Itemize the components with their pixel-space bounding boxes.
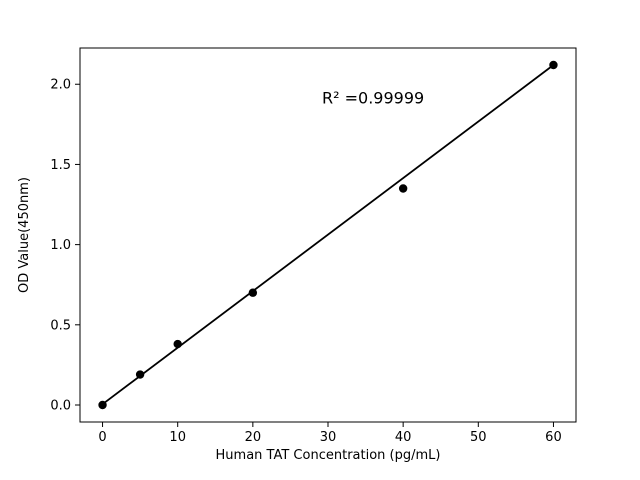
x-tick-label: 30 xyxy=(320,430,337,445)
x-tick-label: 40 xyxy=(395,430,412,445)
data-point xyxy=(98,400,107,410)
x-tick-label: 10 xyxy=(169,430,186,445)
data-point xyxy=(549,60,558,70)
y-tick-label: 2.0 xyxy=(50,78,71,93)
y-axis-label: OD Value(450nm) xyxy=(17,177,32,293)
data-point xyxy=(398,184,408,193)
data-point xyxy=(173,339,182,349)
x-tick-label: 20 xyxy=(245,430,262,445)
data-point xyxy=(135,370,145,379)
y-tick-label: 0.0 xyxy=(50,399,71,414)
x-tick-label: 50 xyxy=(470,430,487,445)
y-tick-label: 1.0 xyxy=(50,238,71,253)
data-point xyxy=(248,288,258,297)
x-tick-label: 60 xyxy=(545,430,562,445)
x-axis-label: Human TAT Concentration (pg/mL) xyxy=(216,448,441,463)
x-tick-label: 0 xyxy=(98,430,106,445)
y-tick-label: 1.5 xyxy=(50,158,71,173)
y-tick-label: 0.5 xyxy=(50,318,71,333)
r-squared-annotation: R² =0.99999 xyxy=(322,88,424,107)
